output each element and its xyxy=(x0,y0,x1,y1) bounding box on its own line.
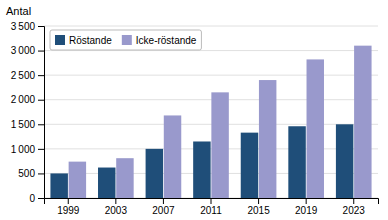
y-tick: 3 000 xyxy=(11,45,44,56)
bar xyxy=(193,141,210,198)
grid-line xyxy=(44,148,378,149)
legend-box xyxy=(50,30,201,50)
x-tick-mark xyxy=(258,198,259,204)
x-tick-label: 1999 xyxy=(57,205,80,216)
y-tick: 2 500 xyxy=(11,70,44,81)
y-tick-label: 2 000 xyxy=(11,94,36,105)
y-tick-label: 2 500 xyxy=(11,70,36,81)
x-tick-label: 2007 xyxy=(152,205,175,216)
grid-line xyxy=(44,124,378,125)
grid-line xyxy=(44,99,378,100)
x-tick-mark xyxy=(163,198,164,204)
grid xyxy=(44,26,378,198)
legend-label: Icke-röstande xyxy=(136,35,197,46)
x-tick: 2019 xyxy=(295,198,318,216)
legend-item: Icke-röstande xyxy=(122,35,197,46)
x-tick-label: 2019 xyxy=(295,205,318,216)
grid-line xyxy=(44,26,378,27)
y-tick: 0 xyxy=(29,193,44,204)
bar xyxy=(259,80,276,198)
y-tick-mark xyxy=(38,124,44,125)
x-tick-mark xyxy=(68,198,69,204)
grid-line xyxy=(44,75,378,76)
y-tick-label: 0 xyxy=(29,193,35,204)
y-tick-label: 1 500 xyxy=(11,119,36,130)
x-tick-mark xyxy=(353,198,354,204)
x-tick: 2015 xyxy=(247,198,270,216)
legend-label: Röstande xyxy=(69,35,112,46)
x-tick-label: 2015 xyxy=(247,205,270,216)
x-tick: 2011 xyxy=(200,198,222,216)
legend-swatch xyxy=(55,35,65,45)
x-tick-mark xyxy=(211,198,212,204)
x-tick-mark xyxy=(306,198,307,204)
bar xyxy=(146,149,163,198)
bar xyxy=(354,46,371,198)
x-tick: 2003 xyxy=(105,198,128,216)
legend-swatch xyxy=(122,35,132,45)
chart: 0 500 1 000 1 500 2 000 2 500 3 000 3 500 1999 20… xyxy=(0,0,388,220)
y-tick: 1 000 xyxy=(11,144,44,155)
y-tick-mark xyxy=(38,26,44,27)
x-tick-label: 2011 xyxy=(200,205,222,216)
bar xyxy=(98,168,115,198)
grid-line xyxy=(44,173,378,174)
y-tick-mark xyxy=(38,51,44,52)
x-tick: 2007 xyxy=(152,198,175,216)
bar xyxy=(288,126,305,198)
legend: Röstande Icke-röstande xyxy=(50,30,201,50)
bar xyxy=(50,173,67,198)
y-tick: 500 xyxy=(18,168,44,179)
y-tick-mark xyxy=(38,75,44,76)
y-tick-mark xyxy=(38,198,44,199)
x-tick: 2023 xyxy=(343,198,366,216)
x-axis: 1999 2003 2007 2011 2015 2019 2023 xyxy=(45,198,379,216)
y-tick: 2 000 xyxy=(11,94,44,105)
x-tick-label: 2003 xyxy=(105,205,128,216)
x-tick: 1999 xyxy=(57,198,80,216)
bar xyxy=(336,124,353,198)
y-tick: 1 500 xyxy=(11,119,44,130)
y-axis-title: Antal xyxy=(6,5,31,17)
y-tick-label: 1 000 xyxy=(11,144,36,155)
bar xyxy=(164,115,181,198)
x-tick-label: 2023 xyxy=(343,205,366,216)
bars xyxy=(50,46,371,198)
y-axis: 0 500 1 000 1 500 2 000 2 500 3 000 3 500 xyxy=(11,21,45,204)
y-tick: 3 500 xyxy=(11,21,44,32)
y-axis-line xyxy=(38,27,45,199)
bar xyxy=(241,133,258,198)
bar xyxy=(69,162,86,198)
bar xyxy=(211,92,228,198)
legend-item: Röstande xyxy=(55,35,112,46)
plot: 0 500 1 000 1 500 2 000 2 500 3 000 3 500 1999 20… xyxy=(11,21,379,216)
y-tick-label: 3 500 xyxy=(11,21,36,32)
y-tick-mark xyxy=(38,149,44,150)
y-tick-label: 3 000 xyxy=(11,45,36,56)
y-tick-label: 500 xyxy=(18,168,35,179)
bar xyxy=(116,158,133,198)
bar-series xyxy=(69,46,372,198)
y-tick-mark xyxy=(38,173,44,174)
bar xyxy=(307,59,324,198)
y-tick-mark xyxy=(38,100,44,101)
x-tick-mark xyxy=(115,198,116,204)
x-axis-line xyxy=(45,199,379,205)
